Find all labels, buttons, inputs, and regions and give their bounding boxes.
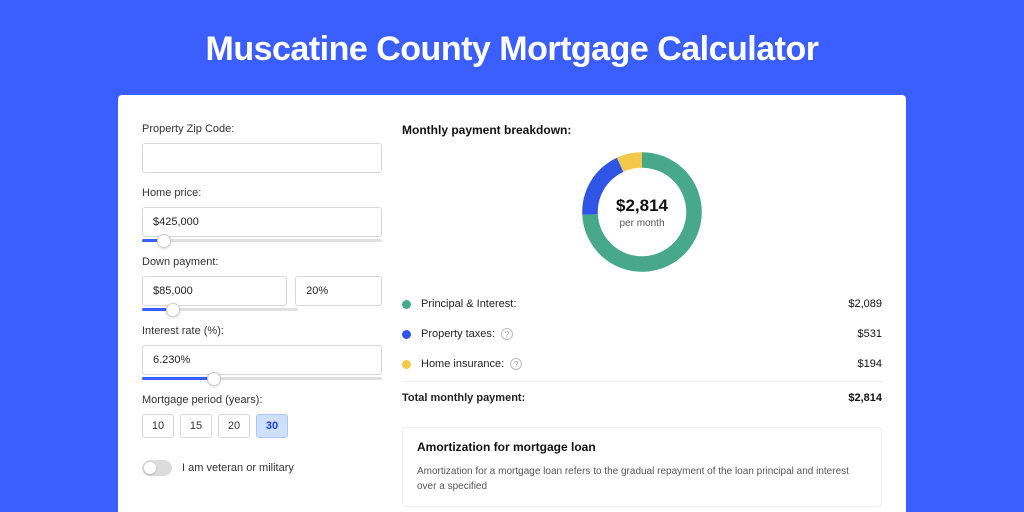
veteran-label: I am veteran or military <box>182 462 294 474</box>
donut-center: $2,814 per month <box>577 147 707 277</box>
donut-center-value: $2,814 <box>616 196 668 216</box>
legend-label: Home insurance: <box>421 358 504 370</box>
info-icon[interactable]: ? <box>510 358 522 370</box>
legend-label: Property taxes: <box>421 328 495 340</box>
home-price-label: Home price: <box>142 187 382 199</box>
page-title: Muscatine County Mortgage Calculator <box>0 0 1024 95</box>
donut-center-sub: per month <box>619 218 664 229</box>
total-value: $2,814 <box>848 392 882 404</box>
total-row: Total monthly payment: $2,814 <box>402 381 882 413</box>
amortization-text: Amortization for a mortgage loan refers … <box>417 464 867 494</box>
veteran-row: I am veteran or military <box>142 460 382 476</box>
period-options: 10152030 <box>142 414 382 438</box>
veteran-toggle[interactable] <box>142 460 172 476</box>
down-payment-percent-input[interactable] <box>295 276 382 306</box>
zip-label: Property Zip Code: <box>142 123 382 135</box>
breakdown-title: Monthly payment breakdown: <box>402 123 882 137</box>
info-icon[interactable]: ? <box>501 328 513 340</box>
legend-dot-icon <box>402 330 411 339</box>
donut-chart: $2,814 per month <box>577 147 707 277</box>
period-label: Mortgage period (years): <box>142 394 382 406</box>
slider-thumb[interactable] <box>157 234 171 248</box>
interest-rate-input[interactable] <box>142 345 382 375</box>
donut-wrap: $2,814 per month <box>402 137 882 283</box>
interest-rate-label: Interest rate (%): <box>142 325 382 337</box>
page-root: Muscatine County Mortgage Calculator Pro… <box>0 0 1024 512</box>
home-price-slider[interactable] <box>142 239 382 242</box>
toggle-knob <box>144 462 156 474</box>
legend-row: Principal & Interest: $2,089 <box>402 289 882 319</box>
slider-thumb[interactable] <box>166 303 180 317</box>
legend-row: Property taxes:? $531 <box>402 319 882 349</box>
legend-dot-icon <box>402 360 411 369</box>
legend-value: $2,089 <box>848 298 882 310</box>
amortization-card: Amortization for mortgage loan Amortizat… <box>402 427 882 507</box>
period-option-30[interactable]: 30 <box>256 414 288 438</box>
period-option-15[interactable]: 15 <box>180 414 212 438</box>
legend: Principal & Interest: $2,089 Property taxe… <box>402 289 882 379</box>
slider-fill <box>142 377 214 380</box>
slider-thumb[interactable] <box>207 372 221 386</box>
period-option-10[interactable]: 10 <box>142 414 174 438</box>
legend-row: Home insurance:? $194 <box>402 349 882 379</box>
interest-rate-slider[interactable] <box>142 377 382 380</box>
calculator-card: Property Zip Code: Home price: Down paym… <box>118 95 906 512</box>
amortization-title: Amortization for mortgage loan <box>417 440 867 454</box>
down-payment-slider[interactable] <box>142 308 298 311</box>
form-column: Property Zip Code: Home price: Down paym… <box>142 115 382 512</box>
total-label: Total monthly payment: <box>402 392 525 404</box>
down-payment-label: Down payment: <box>142 256 382 268</box>
home-price-input[interactable] <box>142 207 382 237</box>
down-payment-amount-input[interactable] <box>142 276 287 306</box>
legend-value: $194 <box>858 358 882 370</box>
legend-label: Principal & Interest: <box>421 298 516 310</box>
legend-value: $531 <box>858 328 882 340</box>
legend-dot-icon <box>402 300 411 309</box>
zip-input[interactable] <box>142 143 382 173</box>
breakdown-column: Monthly payment breakdown: $2,814 per mo… <box>402 115 882 512</box>
period-option-20[interactable]: 20 <box>218 414 250 438</box>
